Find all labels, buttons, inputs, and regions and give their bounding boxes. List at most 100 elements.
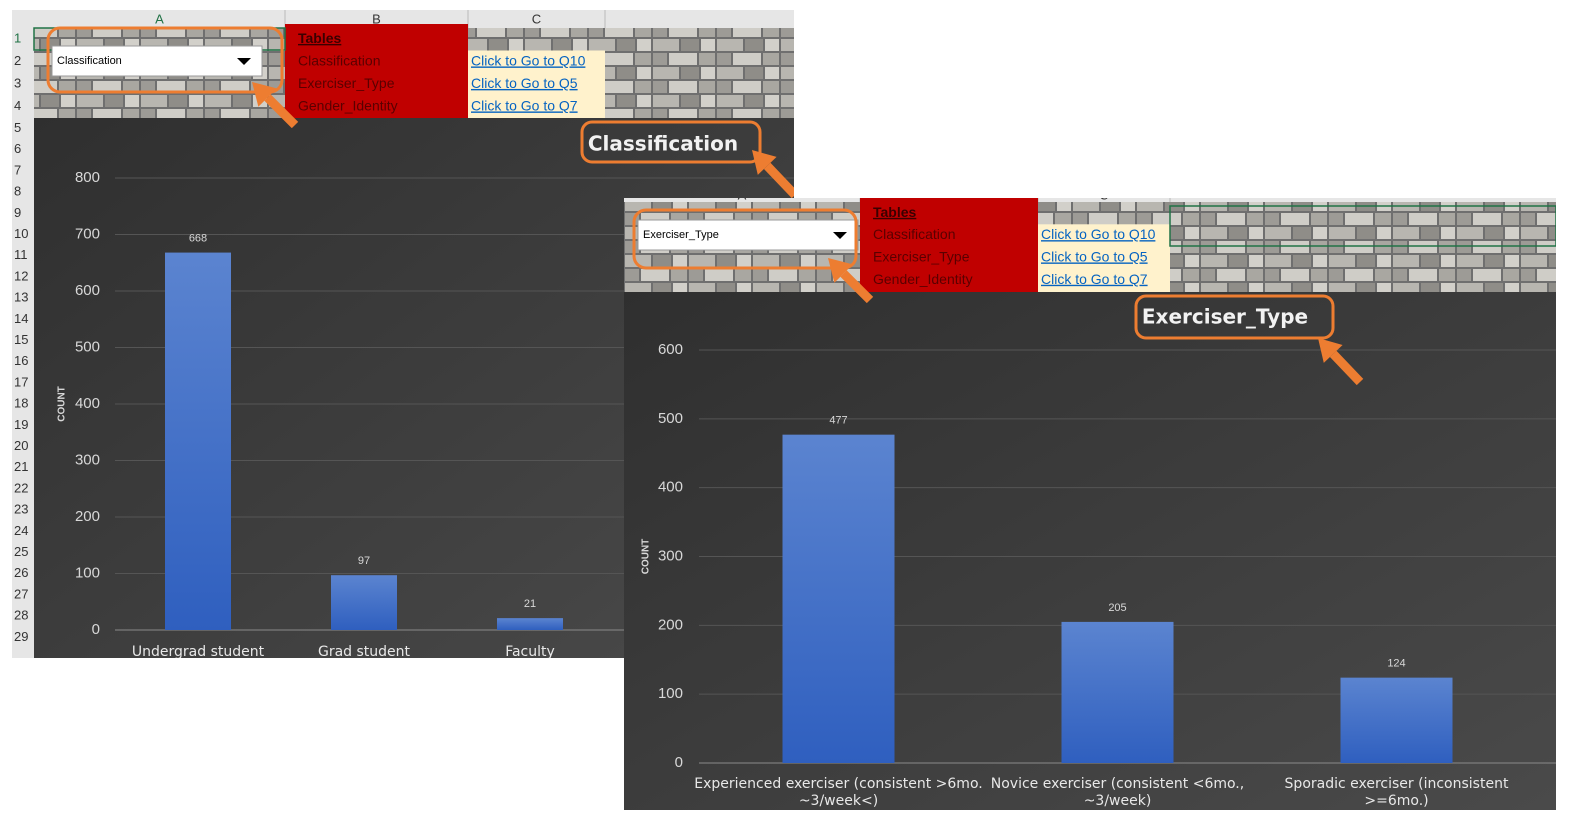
y-tick-label: 800 xyxy=(75,169,100,186)
table-item: Exerciser_Type xyxy=(873,248,970,264)
bar xyxy=(782,434,895,763)
highlight-box xyxy=(632,208,858,270)
x-tick-label-box: Undergrad student xyxy=(131,644,265,658)
x-tick-label: Experienced exerciser (consistent >6mo. … xyxy=(694,776,983,809)
value-label: 477 xyxy=(829,415,847,427)
bar xyxy=(165,252,231,630)
table-link[interactable]: Click to Go to Q7 xyxy=(1041,271,1148,287)
column-header-bar xyxy=(624,198,1556,202)
row-number: 21 xyxy=(14,459,28,474)
y-tick-label: 600 xyxy=(658,341,683,358)
table-item: Classification xyxy=(873,226,955,242)
row-number: 23 xyxy=(14,502,28,517)
row-number: 15 xyxy=(14,332,28,347)
column-header: C xyxy=(532,11,541,26)
row-header-bar xyxy=(12,10,34,658)
row-number: 24 xyxy=(14,523,28,538)
x-tick-label: Faculty xyxy=(505,644,555,658)
dropdown[interactable]: Classification xyxy=(51,45,263,77)
table-item: Gender_Identity xyxy=(298,97,398,113)
title-box xyxy=(580,120,762,164)
y-tick-label: 0 xyxy=(675,754,683,771)
row-number: 9 xyxy=(14,205,21,220)
x-tick-label: Grad student xyxy=(317,644,411,658)
value-label: 205 xyxy=(1108,602,1126,614)
table-item: Gender_Identity xyxy=(873,271,973,287)
row-number: 29 xyxy=(14,629,28,644)
row-number: 28 xyxy=(14,608,28,623)
chart-title: Classification xyxy=(588,132,738,156)
value-label: 97 xyxy=(358,555,370,567)
table-link[interactable]: Click to Go to Q5 xyxy=(1041,248,1148,264)
row-number: 7 xyxy=(14,162,21,177)
row-number: 25 xyxy=(14,544,28,559)
highlight-box xyxy=(46,26,284,94)
row-number: 14 xyxy=(14,311,28,326)
column-header: B xyxy=(372,11,381,26)
links-block xyxy=(1038,224,1170,292)
row-number: 4 xyxy=(14,98,21,113)
pointer-arrow-shaft xyxy=(264,94,299,129)
pointer-arrow-shaft xyxy=(1329,350,1364,386)
pointer-arrow-shaft xyxy=(840,270,874,304)
table-item: Classification xyxy=(298,52,380,68)
y-tick-label: 400 xyxy=(658,479,683,496)
y-tick-label: 400 xyxy=(75,395,100,412)
bar xyxy=(1340,677,1453,763)
column-header: C xyxy=(1099,198,1108,202)
cell-selection xyxy=(1169,205,1556,247)
title-box xyxy=(1134,294,1335,340)
row-number: 16 xyxy=(14,353,28,368)
pointer-arrow-head xyxy=(752,150,777,175)
y-tick-label: 300 xyxy=(75,451,100,468)
bar xyxy=(1061,621,1174,763)
row-number: 11 xyxy=(14,247,28,262)
y-tick-label: 200 xyxy=(75,508,100,525)
y-tick-label: 200 xyxy=(658,616,683,633)
dropdown-box xyxy=(637,219,859,251)
x-tick-label-box: Experienced exerciser (consistent >6mo. … xyxy=(694,776,983,809)
row-number: 3 xyxy=(14,76,21,91)
pointer-arrow-head xyxy=(828,258,853,283)
y-tick-label: 500 xyxy=(658,410,683,427)
bar xyxy=(331,575,397,630)
tables-block xyxy=(285,24,468,118)
x-tick-label: Undergrad student xyxy=(131,644,265,658)
row-number: 12 xyxy=(14,268,28,283)
pointer-arrow-head xyxy=(252,82,277,107)
table-link[interactable]: Click to Go to Q5 xyxy=(471,75,578,91)
x-tick-label-box: Grad student xyxy=(317,644,411,658)
row-number: 6 xyxy=(14,141,21,156)
chart-title: Exerciser_Type xyxy=(1142,305,1308,329)
column-header: A xyxy=(738,198,747,202)
y-tick-label: 300 xyxy=(658,547,683,564)
x-tick-label-box: Novice exerciser (consistent <6mo., ~3/w… xyxy=(990,776,1245,809)
dropdown-value: Exerciser_Type xyxy=(643,229,719,241)
column-header-bar xyxy=(12,10,794,28)
table-link[interactable]: Click to Go to Q10 xyxy=(471,52,586,68)
dropdown-arrow xyxy=(237,58,251,65)
row-number: 5 xyxy=(14,120,21,135)
y-tick-label: 100 xyxy=(75,564,100,581)
y-tick-label: 500 xyxy=(75,338,100,355)
y-axis-label: COUNT xyxy=(57,386,68,422)
dropdown[interactable]: Exerciser_Type xyxy=(637,219,859,251)
column-header: A xyxy=(155,11,164,26)
x-tick-label-box: Faculty xyxy=(505,644,555,658)
pointer-arrow-head xyxy=(1318,338,1343,363)
x-tick-label: Novice exerciser (consistent <6mo., ~3/w… xyxy=(990,776,1245,809)
row-number: 10 xyxy=(14,226,28,241)
dropdown-box xyxy=(51,45,263,77)
row-number: 1 xyxy=(14,31,21,46)
y-tick-label: 100 xyxy=(658,685,683,702)
row-number: 17 xyxy=(14,374,28,389)
links-block xyxy=(468,50,605,118)
table-link[interactable]: Click to Go to Q7 xyxy=(471,97,578,113)
tables-heading: Tables xyxy=(873,204,917,220)
bar xyxy=(497,618,563,630)
table-link[interactable]: Click to Go to Q10 xyxy=(1041,226,1156,242)
tables-heading: Tables xyxy=(298,30,342,46)
row-number: 27 xyxy=(14,586,28,601)
row-number: 13 xyxy=(14,290,28,305)
